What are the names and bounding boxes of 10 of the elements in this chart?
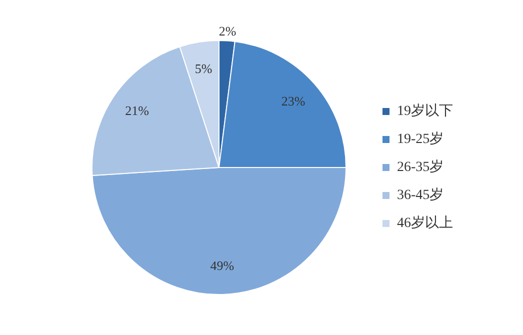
- legend-label: 19岁以下: [397, 103, 453, 120]
- data-label: 2%: [218, 23, 236, 38]
- data-label: 23%: [281, 93, 306, 108]
- data-label: 49%: [210, 258, 234, 273]
- legend-label: 26-35岁: [397, 159, 444, 176]
- data-label: 21%: [125, 103, 150, 118]
- legend-label: 46岁以上: [397, 215, 453, 232]
- legend-label: 19-25岁: [397, 131, 444, 148]
- data-label: 5%: [194, 61, 212, 76]
- legend-label: 36-45岁: [397, 187, 444, 204]
